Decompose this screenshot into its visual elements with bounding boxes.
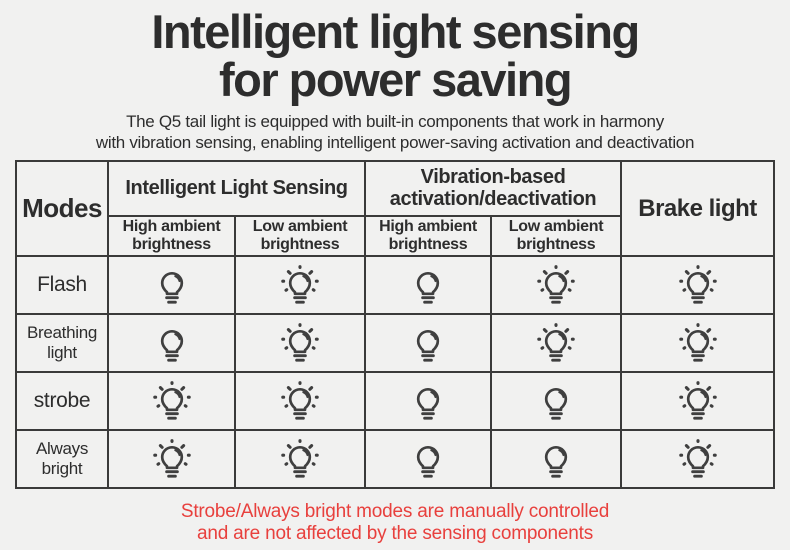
mode-label: Always bright [15, 429, 109, 489]
subtitle: The Q5 tail light is equipped with built… [0, 111, 790, 153]
bulb-cell [490, 429, 622, 489]
glow-rays [281, 264, 319, 292]
glow-rays [152, 380, 191, 408]
bulb-cell [107, 371, 236, 431]
header-row-groups: Modes Intelligent Light Sensing Vibratio… [15, 160, 775, 257]
glow-rays [281, 322, 319, 350]
bulb-on-icon [281, 322, 319, 362]
bulb-cell [364, 429, 492, 489]
bulb-on-icon [537, 322, 575, 362]
bulb-off-icon [544, 387, 568, 420]
sub-header-2: Low ambient brightness [234, 215, 366, 257]
footer-note-line-2: and are not affected by the sensing comp… [196, 522, 594, 544]
bulb-cell [620, 371, 775, 431]
glow-rays [152, 438, 191, 466]
bulb-on-icon [537, 264, 575, 304]
footer-note: Strobe/Always bright modes are manually … [0, 501, 790, 544]
bulb-off-icon [416, 329, 440, 362]
glow-rays [281, 438, 319, 466]
subtitle-line-1: The Q5 tail light is equipped with built… [126, 112, 664, 131]
bulb-on-icon [281, 264, 319, 304]
bulb-off-icon [160, 329, 183, 362]
bulb-cell [620, 429, 775, 489]
sensing-table: Modes Intelligent Light Sensing Vibratio… [15, 160, 775, 489]
footer-note-line-1: Strobe/Always bright modes are manually … [180, 501, 610, 522]
table-row: strobe [15, 371, 775, 431]
subtitle-line-2: with vibration sensing, enabling intelli… [95, 133, 695, 152]
glow-rays [537, 322, 575, 350]
glow-rays [678, 380, 717, 408]
brake-light-header: Brake light [620, 160, 775, 257]
bulb-off-icon [544, 445, 568, 478]
group-header-intelligent-light-sensing: Intelligent Light Sensing [107, 160, 366, 217]
bulb-on-icon [281, 438, 319, 478]
infographic-page: Intelligent light sensing for power savi… [0, 8, 790, 550]
glow-rays [678, 322, 717, 350]
bulb-cell [620, 255, 775, 315]
bulb-cell [364, 313, 492, 373]
bulb-on-icon [678, 264, 717, 304]
title-line-2: for power saving [218, 53, 573, 106]
group-header-vibration-activation: Vibration-based activation/deactivation [364, 160, 622, 217]
bulb-cell [234, 313, 366, 373]
mode-label: strobe [15, 371, 109, 431]
sub-header-1: High ambient brightness [107, 215, 236, 257]
bulb-cell [490, 371, 622, 431]
bulb-cell [234, 371, 366, 431]
bulb-cell [107, 313, 236, 373]
bulb-on-icon [281, 380, 319, 420]
bulb-cell [620, 313, 775, 373]
glow-rays [678, 264, 717, 292]
mode-label: Breathing light [15, 313, 109, 373]
table-row: Flash [15, 255, 775, 315]
bulb-cell [234, 429, 366, 489]
bulb-off-icon [416, 387, 440, 420]
title-line-1: Intelligent light sensing [151, 5, 640, 58]
bulb-cell [364, 371, 492, 431]
bulb-cell [490, 255, 622, 315]
header-row-subcolumns: High ambient brightness Low ambient brigh… [16, 215, 774, 257]
sub-header-3: High ambient brightness [364, 215, 492, 257]
glow-rays [281, 380, 319, 408]
mode-label: Flash [15, 255, 109, 315]
bulb-off-icon [416, 445, 440, 478]
table-row: Always bright [15, 429, 775, 489]
bulb-on-icon [152, 438, 191, 478]
modes-header: Modes [15, 160, 109, 257]
bulb-cell [234, 255, 366, 315]
bulb-on-icon [678, 380, 717, 420]
bulb-cell [107, 429, 236, 489]
glow-rays [678, 438, 717, 466]
bulb-off-icon [416, 271, 440, 304]
bulb-on-icon [678, 438, 717, 478]
page-title: Intelligent light sensing for power savi… [0, 8, 790, 104]
sub-header-4: Low ambient brightness [490, 215, 622, 257]
bulb-cell [107, 255, 236, 315]
bulb-cell [490, 313, 622, 373]
bulb-off-icon [160, 271, 183, 304]
bulb-on-icon [678, 322, 717, 362]
table-row: Breathing light [15, 313, 775, 373]
bulb-cell [364, 255, 492, 315]
glow-rays [537, 264, 575, 292]
bulb-on-icon [152, 380, 191, 420]
